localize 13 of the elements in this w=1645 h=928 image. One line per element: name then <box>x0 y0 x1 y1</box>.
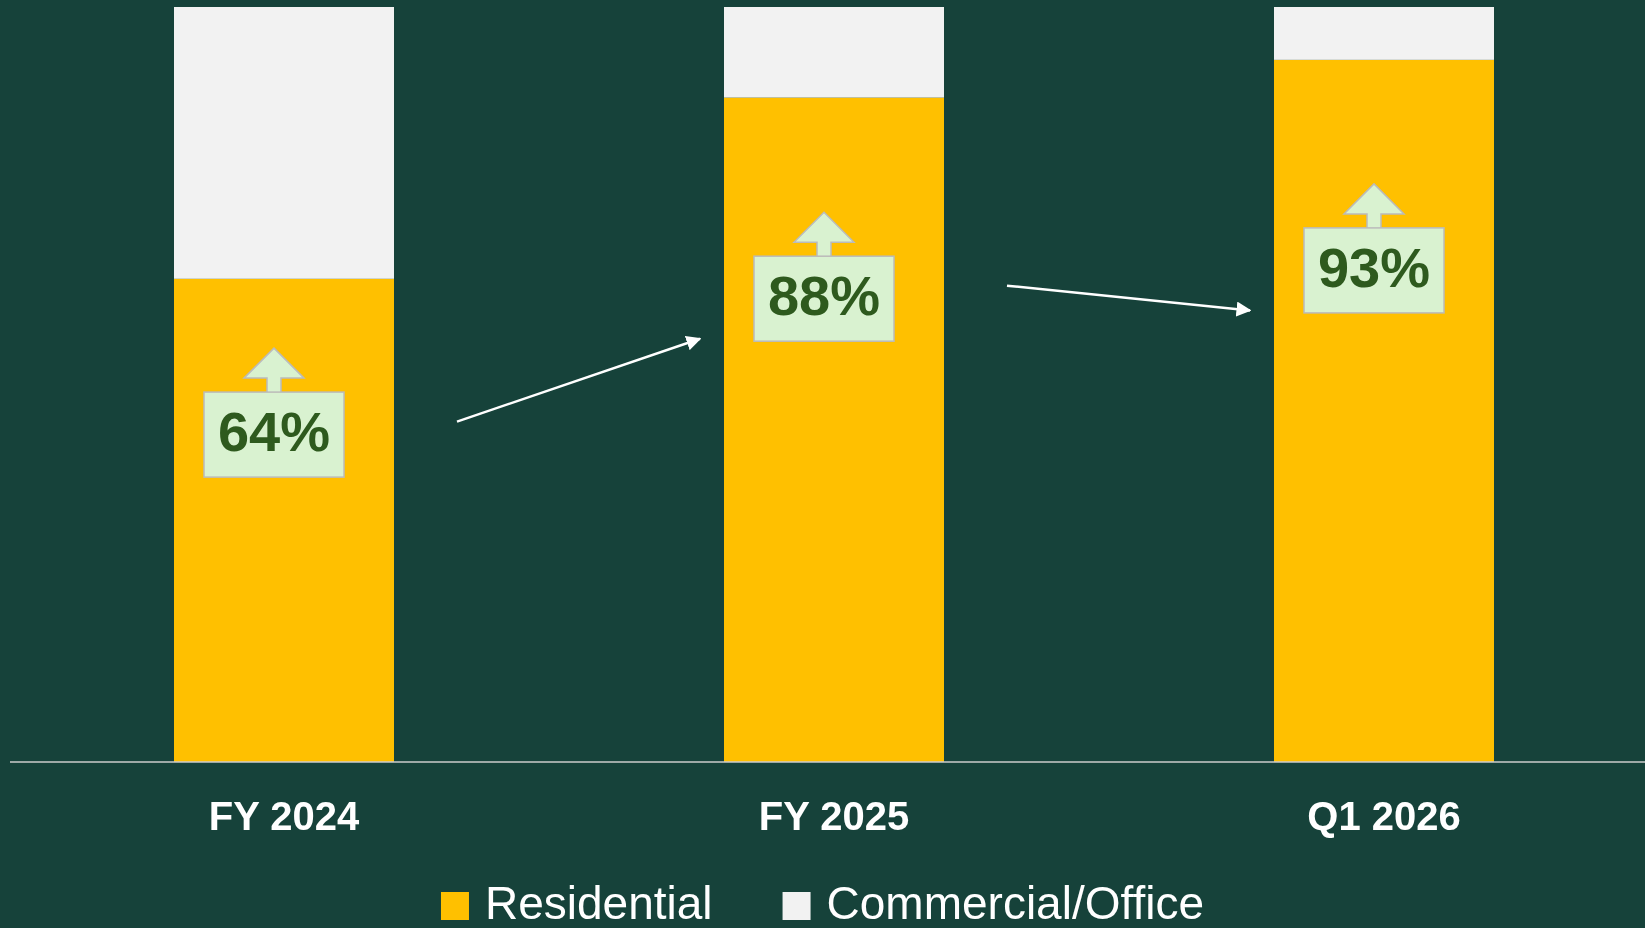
x-tick-label: FY 2024 <box>208 794 360 838</box>
bar <box>724 7 944 98</box>
bar <box>1274 7 1494 60</box>
data-label: 88% <box>767 264 881 328</box>
bar <box>1274 59 1494 762</box>
x-tick-label: FY 2025 <box>758 794 910 838</box>
legend-label: Commercial/Office <box>826 877 1205 928</box>
data-label: 64% <box>217 400 331 464</box>
data-label: 93% <box>1317 236 1431 300</box>
legend-label: Residential <box>484 877 713 928</box>
x-tick-label: Q1 2026 <box>1307 794 1461 838</box>
bar <box>174 7 394 279</box>
bar <box>724 97 944 762</box>
